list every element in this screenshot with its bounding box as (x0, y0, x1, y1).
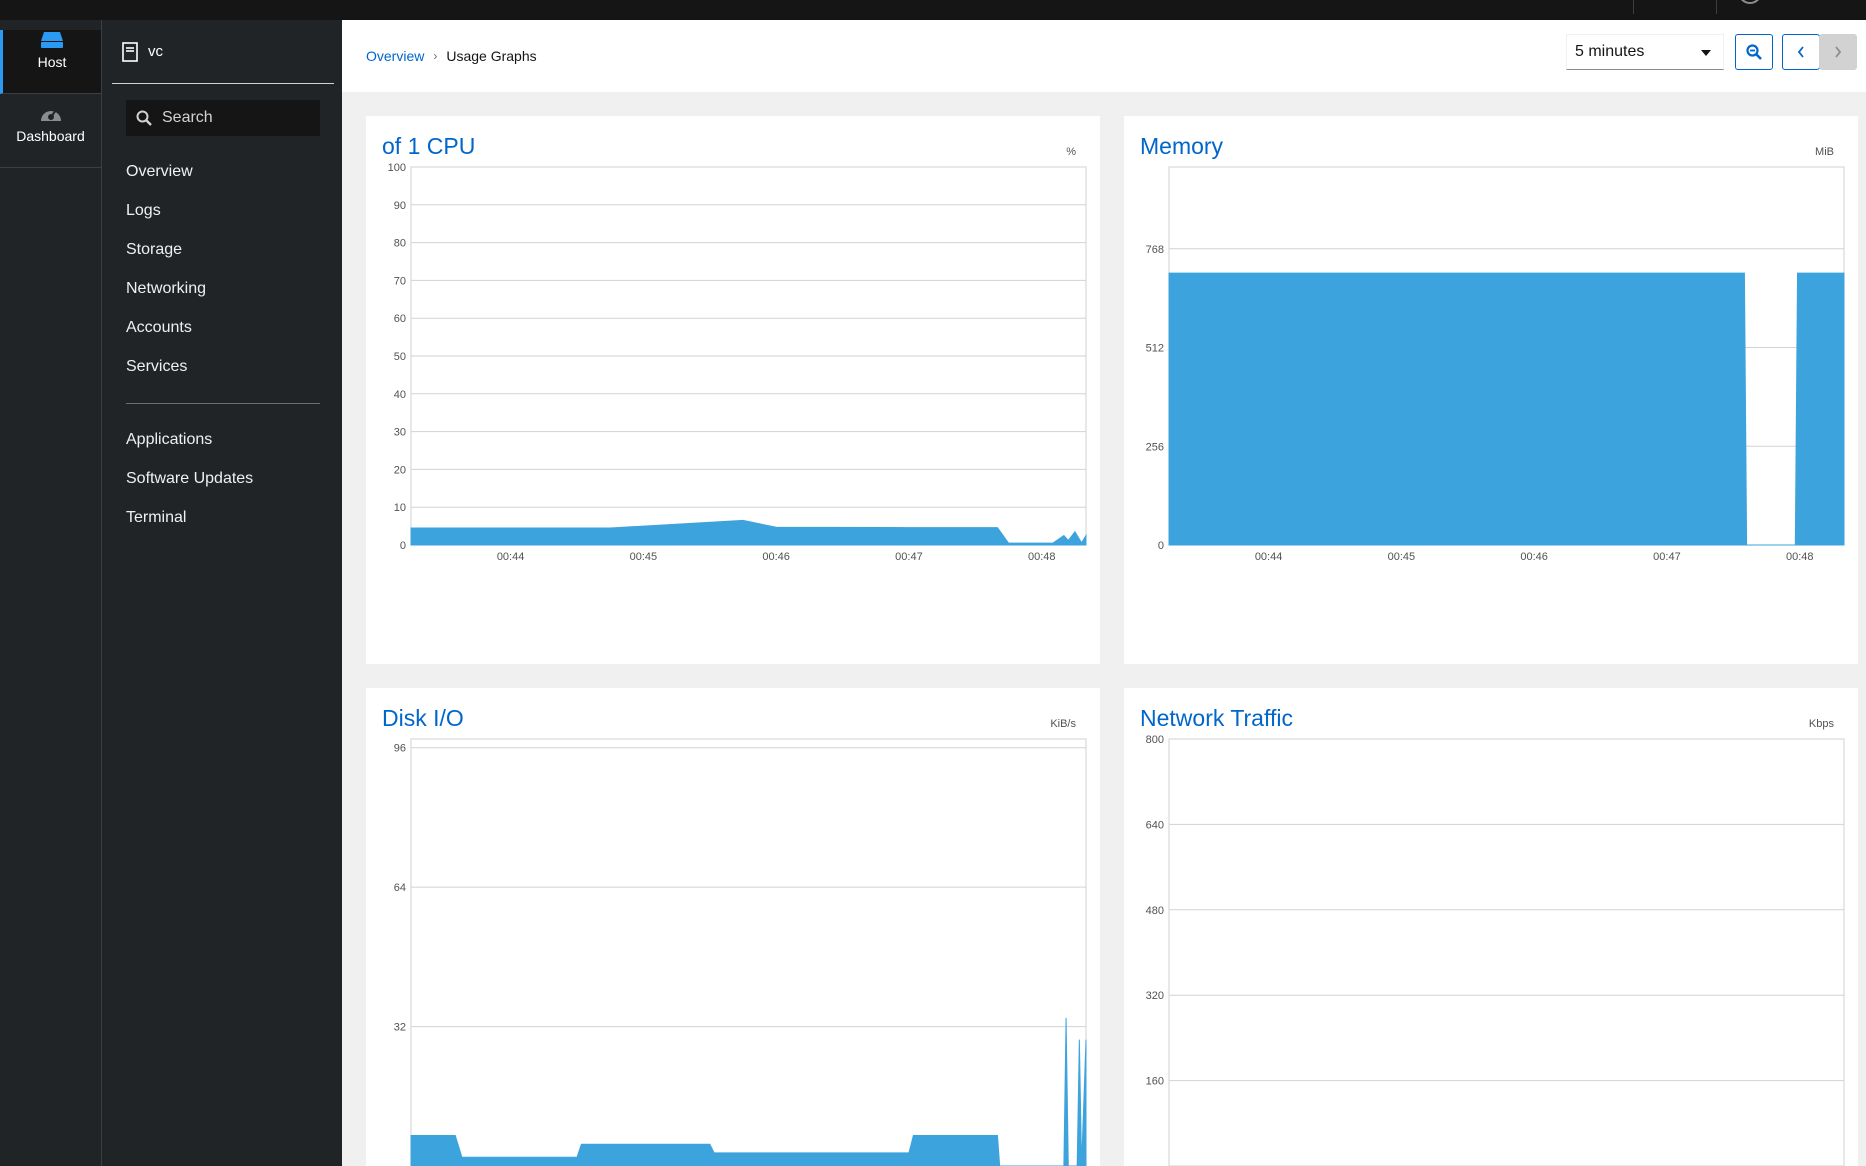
y-tick-label: 512 (1146, 343, 1164, 355)
y-tick-label: 100 (388, 162, 406, 174)
card-unit: Kbps (1808, 718, 1834, 730)
usage-area (1168, 272, 1845, 546)
host-switcher[interactable]: vc (112, 20, 334, 84)
cpu-usage-card: 0 10 20 30 40 50 60 70 80 90 100 00:44 00:45 00:46 00:… (366, 116, 1100, 664)
y-tick-label: 640 (1146, 819, 1164, 831)
top-bar-separator (1633, 0, 1634, 14)
y-tick-label: 256 (1146, 441, 1164, 453)
rail-item-host[interactable]: Host (0, 30, 101, 94)
y-tick-label: 50 (394, 351, 406, 363)
avatar[interactable] (1738, 0, 1762, 4)
top-bar-separator (1716, 0, 1717, 14)
nav-divider (126, 403, 320, 404)
y-tick-label: 80 (394, 238, 406, 250)
card-title: Network Traffic (1140, 705, 1293, 731)
nav-list-tools: Applications Software Updates Terminal (126, 420, 253, 537)
y-tick-label: 60 (394, 313, 406, 325)
search-input[interactable]: Search (126, 100, 320, 136)
x-tick-label: 00:46 (1520, 551, 1548, 563)
y-tick-label: 40 (394, 389, 406, 401)
next-button[interactable] (1819, 34, 1857, 70)
search-icon (136, 110, 152, 126)
usage-area (410, 519, 1087, 546)
sidebar: vc Search Overview Logs Storage Networki… (102, 20, 342, 1166)
memory-usage-card: 0 256 512 768 00:44 00:45 00:46 00:47 00:48 Memo… (1124, 116, 1858, 664)
chevron-left-icon (1797, 46, 1804, 58)
card-unit: MiB (1815, 146, 1834, 158)
breadcrumb-current: Usage Graphs (446, 48, 537, 64)
plot-frame (410, 738, 1087, 1166)
zoom-out-icon (1746, 44, 1762, 60)
rail-item-label: Dashboard (16, 128, 85, 144)
y-tick-label: 10 (394, 502, 406, 514)
sidebar-item-overview[interactable]: Overview (126, 163, 193, 180)
chart-plot: 0 256 512 768 00:44 00:45 00:46 00:47 00:48 (1146, 166, 1845, 563)
previous-button[interactable] (1782, 34, 1820, 70)
y-tick-label: 70 (394, 275, 406, 287)
app-rail: Host Dashboard (0, 20, 102, 1166)
sidebar-item-terminal[interactable]: Terminal (126, 509, 187, 526)
plot-frame (1168, 738, 1845, 1166)
caret-down-icon (1701, 50, 1711, 56)
dashboard-icon (40, 109, 61, 121)
time-range-value: 5 minutes (1575, 43, 1645, 60)
x-tick-label: 00:47 (1653, 551, 1681, 563)
sidebar-item-storage[interactable]: Storage (126, 241, 183, 258)
chevron-right-icon (1835, 46, 1842, 58)
sidebar-item-networking[interactable]: Networking (126, 280, 207, 297)
server-icon (41, 32, 63, 48)
y-tick-label: 30 (394, 427, 406, 439)
y-tick-label: 320 (1146, 990, 1164, 1002)
x-tick-label: 00:45 (1388, 551, 1416, 563)
host-name: vc (148, 43, 163, 60)
disk-io-card: 32 64 96 Disk I/O KiB/s (366, 688, 1100, 1166)
time-range-select[interactable]: 5 minutes (1566, 34, 1724, 70)
main-content: Overview › Usage Graphs 5 minutes 0 10 (342, 20, 1866, 1166)
chart-plot: 32 64 96 (394, 738, 1087, 1166)
card-title: of 1 CPU (382, 133, 476, 159)
chart-plot: 0 10 20 30 40 50 60 70 80 90 100 00:44 00:45 00:46 00:… (388, 162, 1087, 563)
y-tick-label: 768 (1146, 244, 1164, 256)
sidebar-item-logs[interactable]: Logs (126, 202, 161, 219)
sidebar-item-accounts[interactable]: Accounts (126, 319, 192, 336)
x-tick-label: 00:46 (762, 551, 790, 563)
top-bar (0, 0, 1866, 20)
x-tick-label: 00:45 (630, 551, 658, 563)
x-tick-label: 00:48 (1028, 551, 1056, 563)
card-title: Memory (1140, 133, 1224, 159)
rail-item-label: Host (37, 54, 67, 70)
network-traffic-card: 160 320 480 640 800 Network Traffic Kbps (1124, 688, 1858, 1166)
x-tick-label: 00:44 (1255, 551, 1283, 563)
y-tick-label: 0 (1158, 540, 1164, 552)
y-tick-label: 96 (394, 743, 406, 755)
breadcrumb: Overview › Usage Graphs (366, 48, 537, 64)
card-unit: % (1066, 146, 1076, 158)
breadcrumb-overview-link[interactable]: Overview (366, 48, 425, 64)
rail-item-dashboard[interactable]: Dashboard (0, 104, 101, 168)
y-tick-label: 64 (394, 882, 406, 894)
x-tick-label: 00:48 (1786, 551, 1814, 563)
sidebar-item-applications[interactable]: Applications (126, 431, 213, 448)
x-tick-label: 00:44 (497, 551, 525, 563)
nav-list-main: Overview Logs Storage Networking Account… (126, 152, 206, 386)
usage-area (410, 1017, 1087, 1166)
sidebar-item-services[interactable]: Services (126, 358, 188, 375)
zoom-button[interactable] (1735, 34, 1773, 70)
y-tick-label: 32 (394, 1022, 406, 1034)
y-tick-label: 90 (394, 200, 406, 212)
chart-plot: 160 320 480 640 800 (1146, 734, 1845, 1166)
card-title: Disk I/O (382, 705, 464, 731)
y-tick-label: 20 (394, 464, 406, 476)
sidebar-item-software-updates[interactable]: Software Updates (126, 470, 254, 487)
card-unit: KiB/s (1050, 718, 1076, 730)
x-tick-label: 00:47 (895, 551, 923, 563)
search-placeholder: Search (162, 109, 213, 126)
y-tick-label: 800 (1146, 734, 1164, 746)
server-tower-icon (122, 41, 138, 62)
page-toolbar: Overview › Usage Graphs 5 minutes (342, 20, 1866, 92)
y-tick-label: 160 (1146, 1076, 1164, 1088)
y-tick-label: 0 (400, 540, 406, 552)
chevron-right-icon: › (433, 49, 438, 63)
y-tick-label: 480 (1146, 905, 1164, 917)
